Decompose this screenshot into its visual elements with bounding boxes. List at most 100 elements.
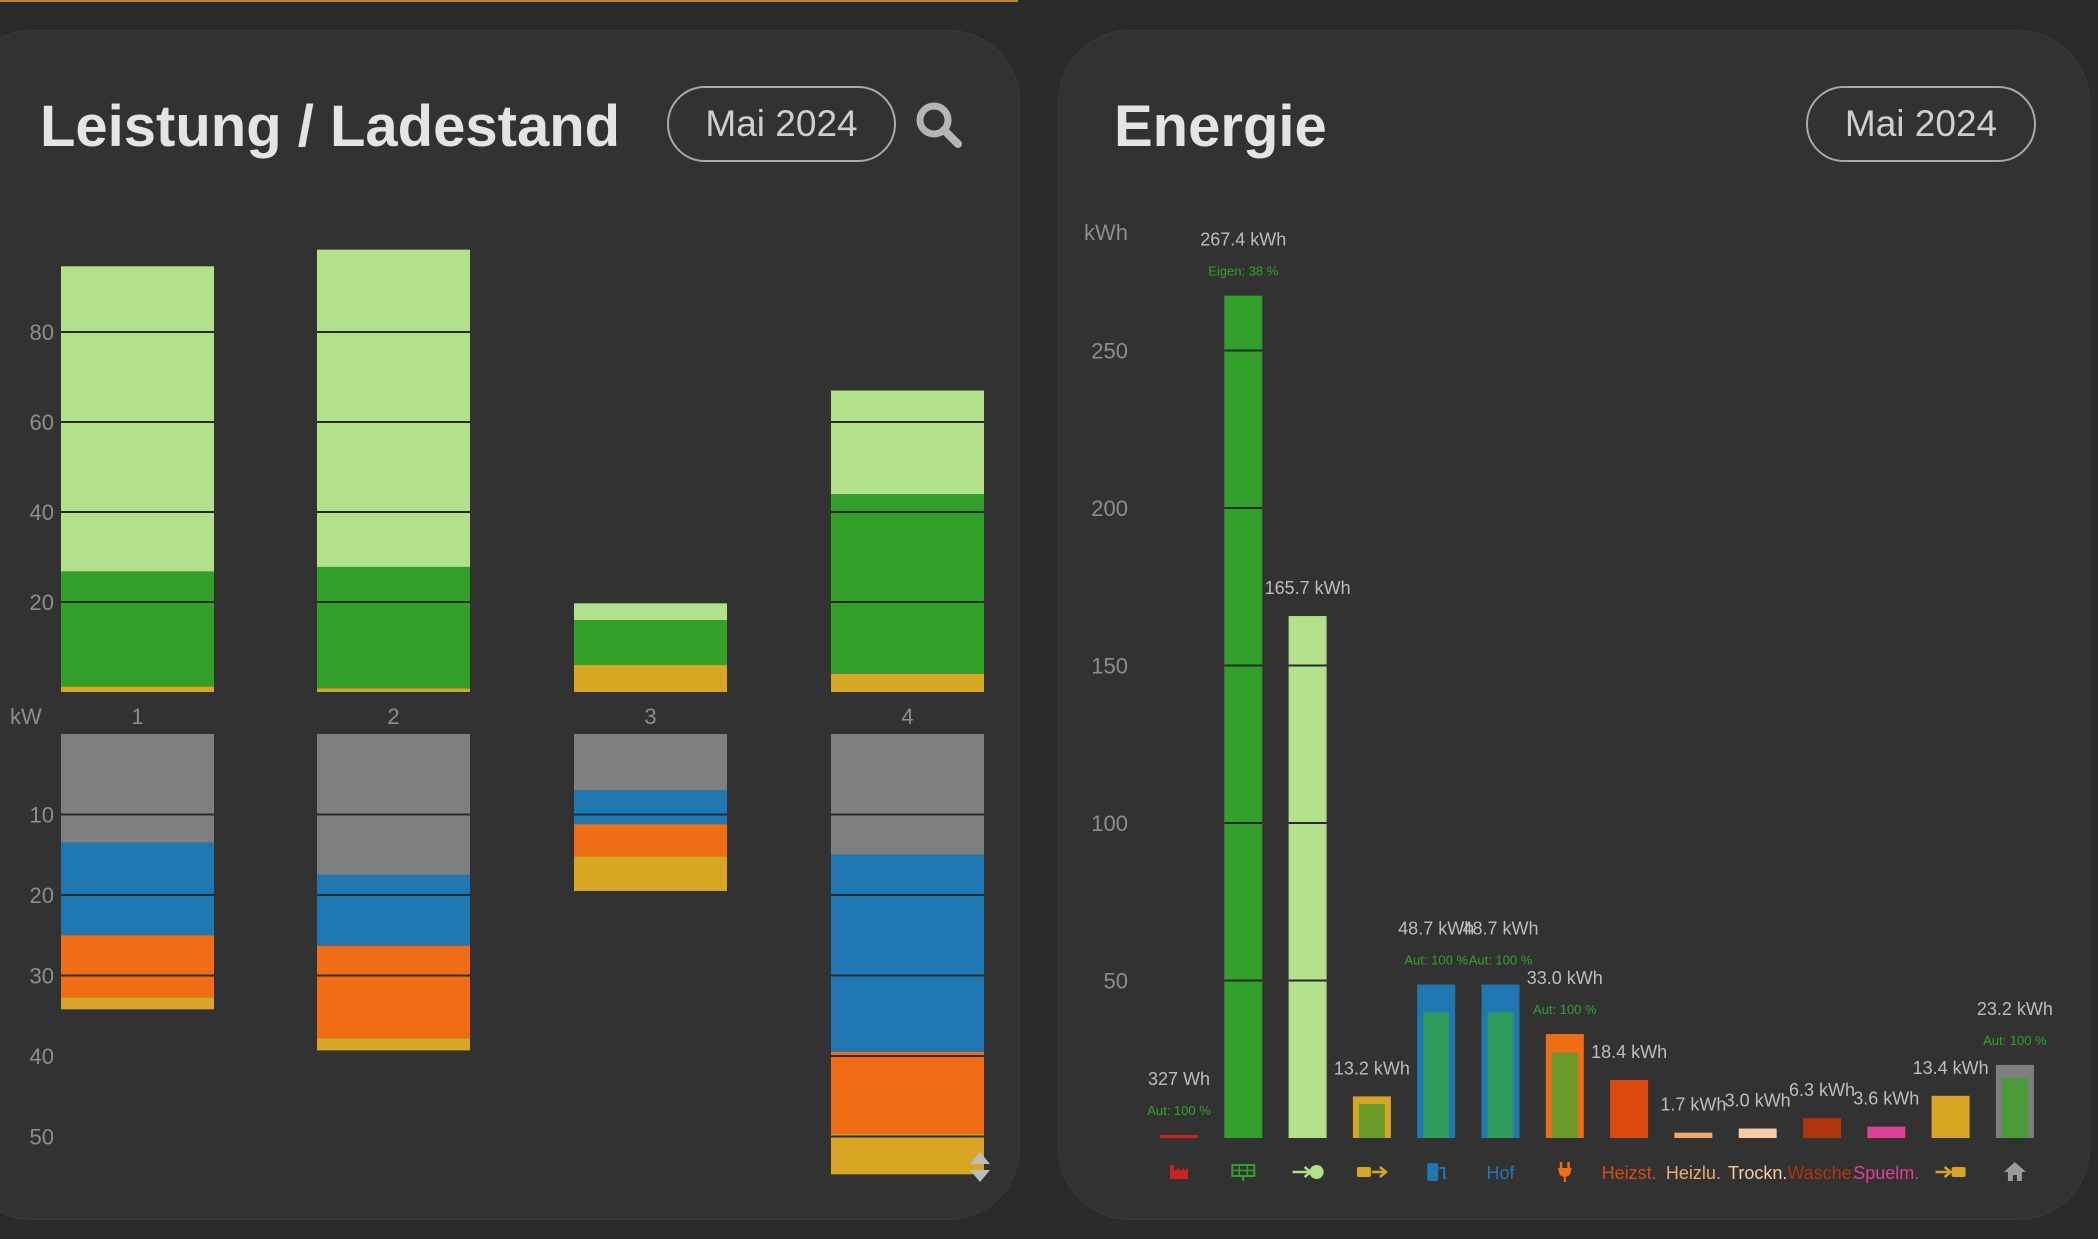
y-tick-label: 200	[1091, 496, 1128, 521]
category-label: Wasche.	[1787, 1163, 1856, 1183]
bar-segment-2	[317, 566, 470, 689]
energy-bar	[1931, 1095, 1970, 1138]
battery-discharge-icon-shape	[1943, 1166, 1953, 1178]
power-panel-title: Leistung / Ladestand	[40, 94, 621, 159]
up-down-arrows-icon[interactable]	[966, 1150, 994, 1184]
energy-bar	[1867, 1126, 1906, 1138]
share-label: Aut: 100 %	[1404, 953, 1468, 968]
energy-bar	[1610, 1080, 1649, 1138]
battery-discharge-icon	[1935, 1166, 1966, 1178]
ev-charger-icon-shape	[1439, 1167, 1447, 1179]
y-tick-label: 20	[30, 883, 54, 908]
energy-bar	[1288, 616, 1327, 1138]
y-axis-unit: kWh	[1084, 220, 1128, 245]
energy-bar-inner	[1358, 1103, 1385, 1138]
ev-charger-icon	[1427, 1163, 1447, 1181]
category-label: Heizlu.	[1666, 1163, 1721, 1183]
bar-segment-3	[574, 856, 727, 891]
energy-bar	[1803, 1118, 1841, 1138]
bar-segment-3	[574, 603, 727, 620]
energy-bar-inner	[1551, 1052, 1578, 1138]
bar-segment-3	[574, 790, 727, 825]
energy-bar	[1160, 1135, 1198, 1138]
y-tick-label: 50	[30, 1125, 54, 1150]
bar-segment-2	[317, 734, 470, 875]
bar-segment-2	[317, 945, 470, 1039]
bar-segment-1	[61, 935, 214, 998]
share-label: Aut: 100 %	[1533, 1002, 1597, 1017]
bar-segment-4	[831, 1051, 984, 1135]
y-tick-label: 40	[30, 500, 54, 525]
bar-segment-4	[831, 1134, 984, 1175]
energy-bar	[1224, 295, 1263, 1138]
value-label: 267.4 kWh	[1200, 230, 1286, 250]
home-icon-shape	[2003, 1162, 2026, 1181]
share-label: Aut: 100 %	[1983, 1033, 2047, 1048]
power-month-selector[interactable]: Mai 2024	[667, 86, 896, 162]
value-label: 6.3 kWh	[1789, 1080, 1855, 1100]
y-tick-label: 60	[30, 410, 54, 435]
bar-segment-1	[61, 571, 214, 687]
bar-segment-2	[317, 874, 470, 946]
bar-segment-2	[317, 688, 470, 692]
category-label: Hof	[1486, 1163, 1515, 1183]
bar-segment-4	[831, 494, 984, 674]
energy-bar	[1674, 1132, 1713, 1138]
bar-segment-4	[831, 674, 984, 692]
bar-segment-1	[61, 734, 214, 843]
y-tick-label: 50	[1104, 969, 1128, 994]
value-label: 48.7 kWh	[1462, 919, 1538, 939]
factory-icon-shape	[1170, 1165, 1188, 1179]
value-label: 3.6 kWh	[1853, 1089, 1919, 1109]
category-label: Spuelm.	[1853, 1163, 1919, 1183]
value-label: 13.4 kWh	[1913, 1058, 1989, 1078]
category-label: 4	[901, 704, 913, 729]
value-label: 33.0 kWh	[1527, 968, 1603, 988]
energy-month-selector[interactable]: Mai 2024	[1806, 86, 2036, 162]
plug-icon-shape	[1567, 1162, 1570, 1168]
y-tick-label: 150	[1091, 654, 1128, 679]
bar-segment-3	[574, 824, 727, 857]
factory-icon	[1170, 1165, 1188, 1179]
bar-segment-4	[831, 734, 984, 855]
battery-charge-icon-shape	[1356, 1167, 1371, 1177]
category-label: Heizst.	[1602, 1163, 1657, 1183]
search-icon[interactable]	[914, 100, 964, 150]
value-label: 48.7 kWh	[1398, 919, 1474, 939]
y-tick-label: 250	[1091, 339, 1128, 364]
y-tick-label: 80	[30, 320, 54, 345]
battery-charge-icon	[1356, 1166, 1388, 1178]
plug-icon	[1557, 1162, 1572, 1182]
ev-charger-icon-shape	[1427, 1163, 1439, 1181]
top-accent-line	[0, 0, 1018, 2]
bar-segment-3	[574, 734, 727, 791]
energy-bar-inner	[1423, 1012, 1450, 1138]
bar-segment-3	[574, 620, 727, 665]
plug-icon-shape	[1559, 1162, 1563, 1168]
share-label: Aut: 100 %	[1469, 953, 1533, 968]
bar-segment-3	[574, 665, 727, 692]
category-label: Trockn.	[1728, 1163, 1787, 1183]
bar-segment-4	[831, 854, 984, 1052]
plug-icon-shape	[1557, 1168, 1572, 1182]
bar-segment-2	[317, 249, 470, 567]
bar-segment-1	[61, 997, 214, 1010]
energy-bar	[1738, 1128, 1777, 1138]
energy-panel-title: Energie	[1114, 94, 1327, 159]
share-label: Eigen: 38 %	[1208, 264, 1279, 279]
y-tick-label: 100	[1091, 811, 1128, 836]
bar-segment-1	[61, 266, 214, 572]
value-label: 327 Wh	[1148, 1069, 1210, 1089]
battery-charge-icon-shape	[1379, 1166, 1388, 1178]
value-label: 3.0 kWh	[1725, 1091, 1791, 1111]
y-tick-label: 10	[30, 803, 54, 828]
grid-export-icon-shape	[1309, 1165, 1324, 1179]
y-tick-label: 30	[30, 964, 54, 989]
category-label: 3	[644, 704, 656, 729]
energy-bar-inner	[1487, 1012, 1514, 1138]
y-axis-unit: kW	[10, 704, 42, 729]
bar-segment-1	[61, 686, 214, 692]
home-icon	[2003, 1162, 2026, 1181]
value-label: 18.4 kWh	[1591, 1042, 1667, 1062]
